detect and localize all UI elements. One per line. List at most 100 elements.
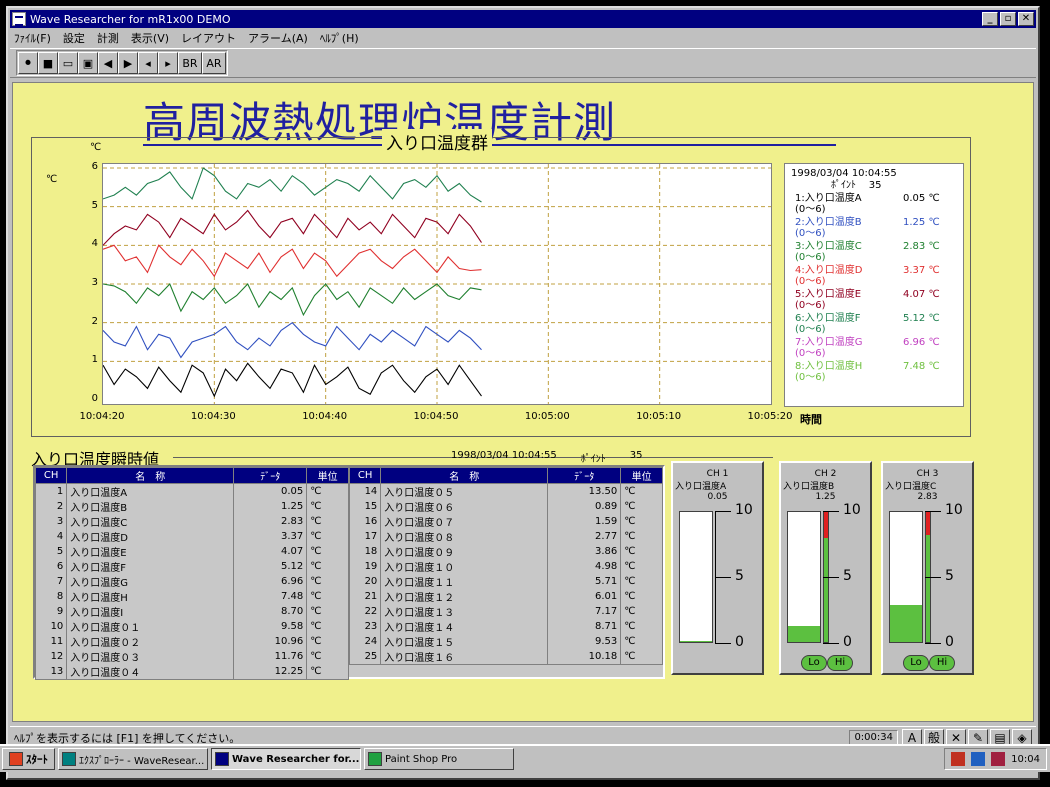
menu-view[interactable]: 表示(V): [130, 32, 170, 45]
x-tick-label: 10:05:00: [524, 411, 570, 422]
gauge-alarm-high: [824, 512, 828, 538]
hi-indicator[interactable]: Hi: [827, 655, 853, 671]
windows-logo-icon: [9, 752, 23, 766]
task-label: ｴｸｽﾌﾟﾛｰﾗｰ - WaveResear...: [79, 755, 205, 767]
network-icon[interactable]: [971, 752, 986, 766]
row-unit: ℃: [620, 529, 663, 544]
instant-divider: [173, 457, 773, 458]
menu-alarm[interactable]: アラーム(A): [248, 32, 308, 45]
row-unit: ℃: [620, 514, 663, 529]
row-unit: ℃: [620, 619, 663, 634]
lo-indicator[interactable]: Lo: [903, 655, 929, 671]
app-icon[interactable]: [12, 12, 26, 26]
row-value: 2.77: [547, 529, 622, 544]
hi-indicator[interactable]: Hi: [929, 655, 955, 671]
row-ch: 19: [348, 559, 382, 574]
y-unit-top: ℃: [90, 142, 102, 153]
close-button[interactable]: ✕: [1018, 12, 1034, 26]
menu-layout[interactable]: レイアウト: [181, 32, 237, 45]
row-name: 入り口温度１５: [380, 634, 549, 649]
menu-help[interactable]: ﾍﾙﾌﾟ(H): [319, 32, 359, 45]
row-value: 2.83: [233, 514, 308, 529]
gauge-value: 2.83: [917, 492, 938, 502]
trend-plot[interactable]: [102, 163, 772, 405]
legend-entry: 2:入り口温度B 1.25 ℃: [791, 217, 959, 228]
row-ch: 2: [34, 499, 68, 514]
menu-file[interactable]: ﾌｧｲﾙ(F): [14, 32, 51, 45]
row-ch: 12: [34, 649, 68, 664]
row-ch: 23: [348, 619, 382, 634]
legend-entry-label: 5:入り口温度E: [795, 289, 862, 300]
row-name: 入り口温度０３: [66, 649, 235, 664]
legend-point: ﾎﾟｲﾝﾄ 35: [791, 180, 959, 191]
tray-clock[interactable]: 10:04: [1011, 753, 1040, 765]
legend-entry-range: (0〜6): [795, 204, 826, 215]
ime-tool-icon[interactable]: ✕: [946, 728, 966, 747]
ar-button[interactable]: AR: [202, 52, 226, 74]
pen-icon[interactable]: [951, 752, 966, 766]
y-tick-label: 4: [91, 238, 98, 250]
back-icon[interactable]: ◂: [138, 52, 158, 74]
step-forward-icon[interactable]: ▶: [118, 52, 138, 74]
maximize-button[interactable]: ▫: [1000, 12, 1016, 26]
row-value: 5.71: [547, 574, 622, 589]
gauge-tick: [925, 577, 941, 578]
task-wave-researcher[interactable]: Wave Researcher for...: [211, 748, 361, 770]
gauge-tick-label: 0: [843, 634, 852, 650]
row-ch: 17: [348, 529, 382, 544]
y-tick-label: 2: [91, 315, 98, 327]
table-row: 20 入り口温度１１ 5.71 ℃: [348, 574, 663, 589]
instant-info: 1998/03/04 10:04:55 ﾎﾟｲﾝﾄ 35: [451, 450, 642, 465]
record-icon[interactable]: ⏺: [18, 52, 38, 74]
gauge-fill: [680, 641, 712, 642]
task-paint-shop[interactable]: Paint Shop Pro: [364, 748, 514, 770]
row-name: 入り口温度０５: [380, 483, 549, 499]
br-button[interactable]: BR: [178, 52, 202, 74]
minimize-button[interactable]: _: [982, 12, 998, 26]
table-row: 24 入り口温度１５ 9.53 ℃: [348, 634, 663, 649]
row-ch: 24: [348, 634, 382, 649]
bar-gauge-ch3[interactable]: CH 3 入り口温度C 2.83 10 5 0 Lo Hi: [881, 461, 974, 675]
table-row: 8 入り口温度H 7.48 ℃: [34, 589, 349, 604]
menu-settings[interactable]: 設定: [62, 32, 85, 45]
stop-icon[interactable]: ■: [38, 52, 58, 74]
gauge-fill: [788, 625, 820, 642]
row-ch: 4: [34, 529, 68, 544]
y-tick-label: 3: [91, 277, 98, 288]
save-icon[interactable]: ▭: [58, 52, 78, 74]
lo-indicator[interactable]: Lo: [801, 655, 827, 671]
row-unit: ℃: [306, 619, 349, 634]
bar-gauge-ch2[interactable]: CH 2 入り口温度B 1.25 10 5 0 Lo Hi: [779, 461, 872, 675]
start-button[interactable]: ｽﾀｰﾄ: [2, 748, 55, 770]
gauge-tick-label: 5: [843, 568, 852, 584]
task-explorer[interactable]: ｴｸｽﾌﾟﾛｰﾗｰ - WaveResear...: [58, 748, 208, 770]
row-name: 入り口温度１２: [380, 589, 549, 604]
row-name: 入り口温度０７: [380, 514, 549, 529]
forward-icon[interactable]: ▸: [158, 52, 178, 74]
trend-graph-frame: 入り口温度群 ℃ ℃ 0 1 2 3 4 5 6 10:04:20 10:04:30 10:04…: [31, 129, 971, 437]
monitor-icon[interactable]: ▣: [78, 52, 98, 74]
series-line-3: [103, 283, 482, 317]
taskbar: ｽﾀｰﾄ ｴｸｽﾌﾟﾛｰﾗｰ - WaveResear... Wave Rese…: [0, 744, 1050, 772]
row-name: 入り口温度D: [66, 529, 235, 544]
legend-entry-value: 3.37 ℃: [903, 265, 940, 276]
speaker-icon[interactable]: [991, 752, 1006, 766]
row-unit: ℃: [306, 544, 349, 559]
row-ch: 18: [348, 544, 382, 559]
row-unit: ℃: [620, 574, 663, 589]
legend-entry-range: (0〜6): [795, 252, 826, 263]
trend-chart-svg: [103, 164, 771, 404]
row-name: 入り口温度０９: [380, 544, 549, 559]
bar-gauge-ch1[interactable]: CH 1 入り口温度A 0.05 10 5 0: [671, 461, 764, 675]
paint-icon: [368, 752, 382, 766]
step-back-icon[interactable]: ◀: [98, 52, 118, 74]
instant-point-label: ﾎﾟｲﾝﾄ: [580, 454, 606, 465]
gauge-tick-label: 10: [945, 502, 963, 518]
status-bar: ﾍﾙﾌﾟを表示するには [F1] を押してください。 0:00:34 A 般 ✕…: [10, 726, 1036, 748]
table-row: 12 入り口温度０３ 11.76 ℃: [34, 649, 349, 664]
menu-measure[interactable]: 計測: [96, 32, 119, 45]
title-bar[interactable]: Wave Researcher for mR1x00 DEMO _ ▫ ✕: [10, 10, 1036, 28]
row-name: 入り口温度０６: [380, 499, 549, 514]
row-unit: ℃: [306, 514, 349, 529]
